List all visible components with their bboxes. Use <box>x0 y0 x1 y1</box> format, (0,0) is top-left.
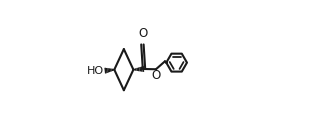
Text: O: O <box>138 27 147 40</box>
Text: HO: HO <box>87 66 104 76</box>
Text: O: O <box>152 69 161 82</box>
